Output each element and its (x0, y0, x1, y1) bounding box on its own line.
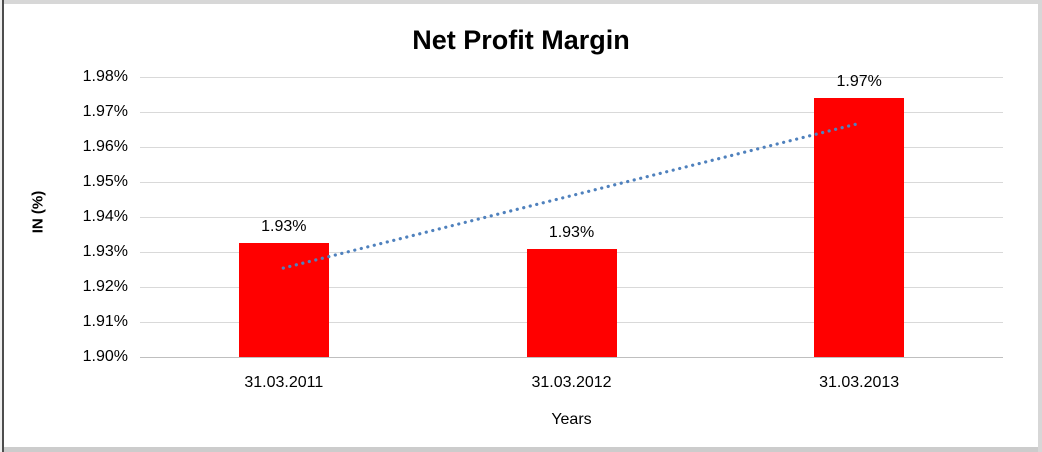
bar-31.03.2011 (238, 243, 329, 357)
y-axis-tick-label: 1.94% (82, 208, 128, 225)
y-axis-tick-labels: 1.98% 1.97% 1.96% 1.95% 1.94% 1.93% 1.92% 1.91%… (0, 68, 128, 365)
bar-data-label: 1.97% (836, 73, 882, 90)
chart-title: Net Profit Margin (412, 25, 630, 55)
window-top-border (0, 0, 1042, 4)
y-axis-tick-label: 1.91% (82, 313, 128, 330)
bar-31.03.2012 (526, 248, 617, 357)
gridline (140, 111, 1003, 113)
window-left-border (0, 0, 2, 452)
plot-area: 1.93% 1.93% 1.97% (140, 73, 1003, 358)
bar-data-label: 1.93% (261, 218, 307, 236)
y-axis-tick-label: 1.90% (82, 348, 128, 365)
gridline (140, 76, 1003, 78)
window-left-edge-line (2, 0, 4, 452)
x-axis-tick-label: 31.03.2012 (531, 374, 612, 391)
gridline (140, 356, 1003, 358)
y-axis-tick-label: 1.95% (82, 173, 128, 190)
y-axis-tick-label: 1.96% (82, 138, 128, 155)
window-bottom-border (0, 447, 1042, 452)
y-axis-tick-label: 1.93% (82, 243, 128, 260)
bar-data-label: 1.93% (548, 223, 595, 241)
x-axis-title: Years (551, 411, 592, 428)
x-axis-tick-label: 31.03.2013 (819, 374, 900, 391)
x-axis-tick-label: 31.03.2011 (244, 374, 324, 391)
y-axis-tick-label: 1.97% (82, 103, 128, 120)
bar-31.03.2013 (814, 98, 905, 357)
y-axis-tick-label: 1.92% (82, 278, 128, 295)
y-axis-tick-label: 1.98% (82, 68, 128, 85)
window-right-border (1038, 0, 1042, 452)
